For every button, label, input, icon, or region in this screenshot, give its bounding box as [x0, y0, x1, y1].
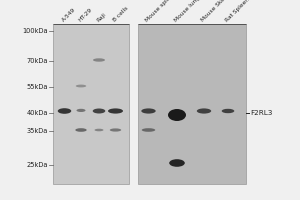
- Text: B cells: B cells: [112, 6, 129, 23]
- Ellipse shape: [110, 128, 121, 132]
- Text: 55kDa: 55kDa: [26, 84, 48, 90]
- Text: 70kDa: 70kDa: [26, 58, 48, 64]
- Ellipse shape: [197, 108, 211, 114]
- Ellipse shape: [142, 128, 155, 132]
- Ellipse shape: [94, 129, 103, 131]
- Text: 35kDa: 35kDa: [27, 128, 48, 134]
- Ellipse shape: [93, 58, 105, 62]
- Ellipse shape: [141, 108, 156, 114]
- Ellipse shape: [108, 108, 123, 114]
- Ellipse shape: [93, 108, 105, 114]
- Text: F2RL3: F2RL3: [250, 110, 273, 116]
- Text: HT-29: HT-29: [77, 7, 93, 23]
- Ellipse shape: [58, 108, 71, 114]
- Text: A-549: A-549: [61, 7, 77, 23]
- FancyBboxPatch shape: [52, 24, 129, 184]
- Ellipse shape: [75, 128, 87, 132]
- Text: Rat Spleen: Rat Spleen: [224, 0, 250, 23]
- Text: Mouse Skeletal muscle: Mouse Skeletal muscle: [200, 0, 252, 23]
- Ellipse shape: [76, 85, 86, 87]
- Text: 25kDa: 25kDa: [26, 162, 48, 168]
- Ellipse shape: [222, 109, 234, 113]
- Ellipse shape: [168, 109, 186, 121]
- Ellipse shape: [76, 109, 85, 112]
- Text: Raji: Raji: [95, 12, 107, 23]
- Text: Mouse spleen: Mouse spleen: [145, 0, 177, 23]
- Text: Mouse lung: Mouse lung: [173, 0, 201, 23]
- Text: 40kDa: 40kDa: [26, 110, 48, 116]
- FancyBboxPatch shape: [138, 24, 246, 184]
- Text: 100kDa: 100kDa: [22, 28, 48, 34]
- Ellipse shape: [169, 159, 185, 167]
